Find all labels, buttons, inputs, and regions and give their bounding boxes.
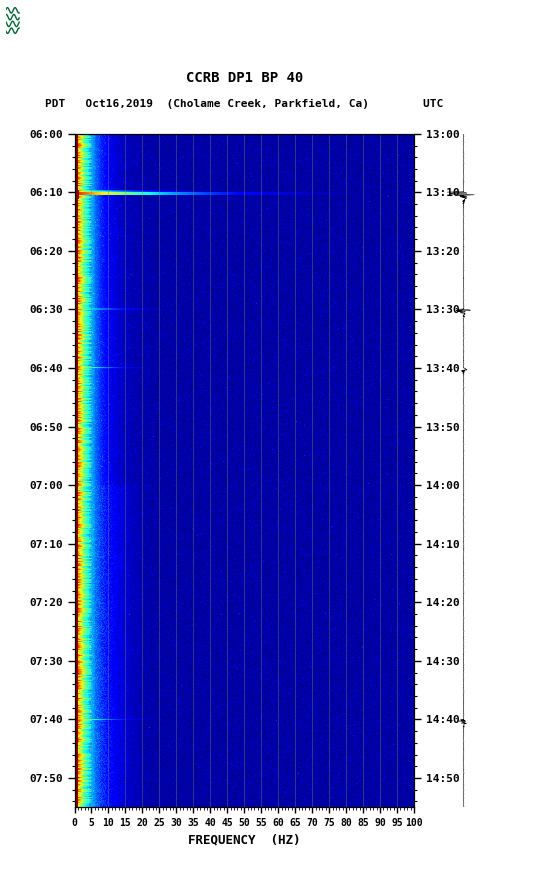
Text: PDT   Oct16,2019  (Cholame Creek, Parkfield, Ca)        UTC: PDT Oct16,2019 (Cholame Creek, Parkfield… <box>45 99 443 109</box>
Text: CCRB DP1 BP 40: CCRB DP1 BP 40 <box>185 70 303 85</box>
X-axis label: FREQUENCY  (HZ): FREQUENCY (HZ) <box>188 833 300 847</box>
